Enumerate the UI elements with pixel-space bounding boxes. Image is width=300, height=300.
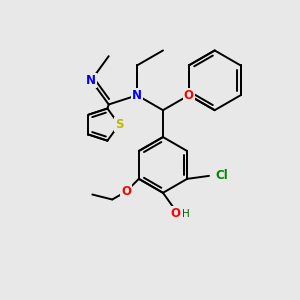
Text: O: O <box>170 207 180 220</box>
Text: Cl: Cl <box>215 169 228 182</box>
Text: O: O <box>184 89 194 102</box>
Text: S: S <box>115 118 123 131</box>
Text: O: O <box>121 185 131 198</box>
Text: N: N <box>132 89 142 102</box>
Text: H: H <box>182 209 190 219</box>
Text: N: N <box>86 74 96 87</box>
